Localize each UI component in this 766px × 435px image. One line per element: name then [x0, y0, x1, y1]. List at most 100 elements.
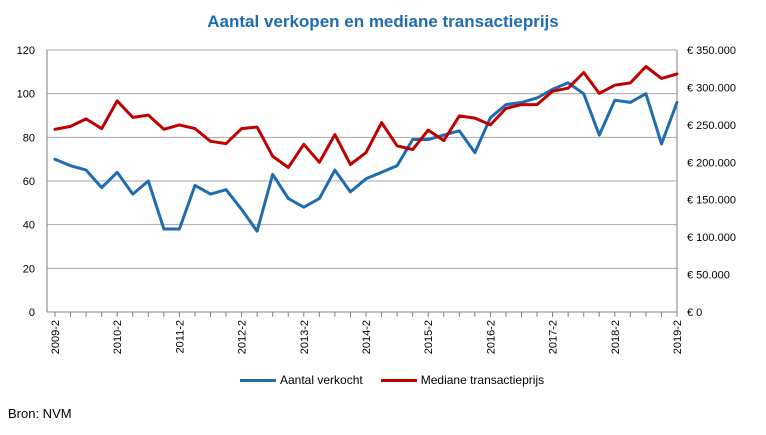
x-tick-label: 2010-2	[112, 320, 124, 354]
x-tick-label: 2014-2	[361, 320, 373, 354]
y-right-tick-label: € 350.000	[687, 45, 736, 57]
data-point	[147, 180, 149, 182]
x-tick-label: 2019-2	[672, 320, 684, 354]
data-point	[583, 71, 585, 73]
y-right-tick-label: € 200.000	[687, 157, 736, 169]
data-point	[629, 101, 631, 103]
y-left-tick-label: 40	[23, 220, 35, 232]
y-right-tick-label: € 50.000	[687, 270, 730, 282]
data-point	[567, 87, 569, 89]
data-point	[349, 191, 351, 193]
source-note: Bron: NVM	[8, 406, 72, 421]
series-line-aantal-verkocht	[53, 81, 679, 233]
data-point	[241, 208, 243, 210]
data-point	[194, 184, 196, 186]
x-tick-label: 2013-2	[299, 320, 311, 354]
data-point	[567, 82, 569, 84]
data-point	[676, 101, 678, 103]
data-point	[412, 139, 414, 141]
data-point	[132, 193, 134, 195]
data-point	[303, 143, 305, 145]
data-point	[54, 128, 56, 130]
data-point	[241, 128, 243, 130]
data-point	[536, 104, 538, 106]
x-tick-label: 2011-2	[174, 320, 186, 353]
data-point	[396, 145, 398, 147]
data-point	[614, 84, 616, 86]
data-point	[272, 173, 274, 175]
data-point	[458, 130, 460, 132]
data-point	[552, 90, 554, 92]
data-point	[272, 155, 274, 157]
data-point	[334, 134, 336, 136]
data-point	[474, 152, 476, 154]
data-point	[101, 187, 103, 189]
y-left-tick-label: 20	[23, 263, 35, 275]
data-point	[676, 73, 678, 75]
data-point	[303, 206, 305, 208]
data-point	[536, 97, 538, 99]
data-point	[147, 114, 149, 116]
data-point	[54, 158, 56, 160]
legend-item-prijs: Mediane transactieprijs	[380, 373, 545, 387]
data-point	[365, 152, 367, 154]
data-point	[163, 128, 165, 130]
x-tick-label: 2016-2	[485, 320, 497, 354]
data-point	[427, 129, 429, 131]
data-point	[443, 140, 445, 142]
x-tick-label: 2012-2	[237, 320, 249, 354]
data-point	[583, 93, 585, 95]
x-tick-label: 2017-2	[548, 320, 560, 354]
data-point	[318, 161, 320, 163]
data-point	[349, 164, 351, 166]
data-point	[645, 65, 647, 67]
data-point	[163, 228, 165, 230]
data-point	[443, 134, 445, 136]
y-left-tick-label: 0	[29, 307, 35, 319]
legend-label-prijs: Mediane transactieprijs	[420, 373, 545, 387]
data-point	[552, 88, 554, 90]
y-right-tick-label: € 150.000	[687, 195, 736, 207]
data-point	[225, 189, 227, 191]
data-point	[101, 128, 103, 130]
data-point	[489, 117, 491, 119]
data-point	[598, 134, 600, 136]
data-point	[210, 193, 211, 195]
data-point	[427, 139, 429, 141]
legend-swatch-prijs	[380, 378, 417, 382]
data-point	[178, 124, 180, 126]
data-point	[70, 165, 72, 167]
legend-swatch-aantal	[240, 378, 276, 382]
legend-label-aantal: Aantal verkocht	[280, 373, 363, 387]
data-point	[505, 107, 507, 109]
data-point	[489, 124, 491, 126]
chart-legend: Aantal verkocht Mediane transactieprijs	[240, 373, 558, 387]
data-point	[474, 117, 476, 119]
y-left-tick-label: 60	[23, 176, 35, 188]
data-point	[505, 104, 507, 106]
data-point	[660, 77, 662, 79]
data-point	[412, 149, 414, 151]
data-point	[85, 169, 87, 171]
y-left-tick-label: 100	[17, 89, 35, 101]
data-point	[194, 128, 196, 130]
data-point	[256, 126, 258, 128]
x-tick-label: 2009-2	[50, 320, 62, 354]
x-tick-label: 2018-2	[610, 320, 622, 354]
data-point	[85, 118, 87, 120]
data-point	[521, 101, 522, 103]
data-point	[318, 197, 320, 199]
data-point	[210, 140, 211, 142]
data-point	[614, 99, 616, 101]
data-point	[521, 104, 522, 106]
data-point	[132, 116, 134, 118]
y-left-tick-label: 80	[23, 132, 35, 144]
data-point	[256, 230, 258, 232]
data-point	[660, 143, 662, 145]
data-point	[629, 82, 631, 84]
x-tick-label: 2015-2	[423, 320, 435, 354]
data-point	[287, 167, 289, 169]
data-point	[334, 169, 336, 171]
y-right-tick-label: € 100.000	[687, 232, 736, 244]
